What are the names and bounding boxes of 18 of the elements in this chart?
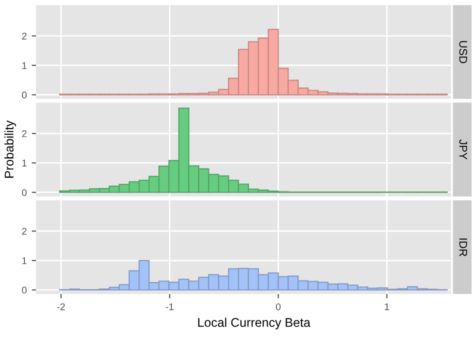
y-tick-label: 2 — [22, 32, 27, 40]
y-axis-title: Probability — [4, 120, 16, 178]
y-tick-label: 1 — [22, 160, 27, 166]
text: JPY — [459, 140, 468, 160]
y-tick-label: 0 — [22, 92, 27, 98]
y-tick-label: 1 — [22, 62, 27, 69]
y-tick-label: 2 — [22, 228, 27, 235]
x-tick-label: 0 — [276, 303, 281, 310]
x-tick-label: 1 — [384, 303, 390, 310]
y-tick-label: 0 — [22, 286, 27, 294]
text: IDR — [459, 238, 468, 256]
y-tick-label: 0 — [22, 189, 27, 196]
x-tick-label: -1 — [166, 303, 174, 310]
x-tick-label: -2 — [57, 303, 65, 310]
y-tick-label: 1 — [22, 257, 27, 264]
text: USD — [459, 41, 468, 64]
y-tick-label: 2 — [22, 130, 27, 138]
x-axis-title: Local Currency Beta — [198, 318, 310, 330]
